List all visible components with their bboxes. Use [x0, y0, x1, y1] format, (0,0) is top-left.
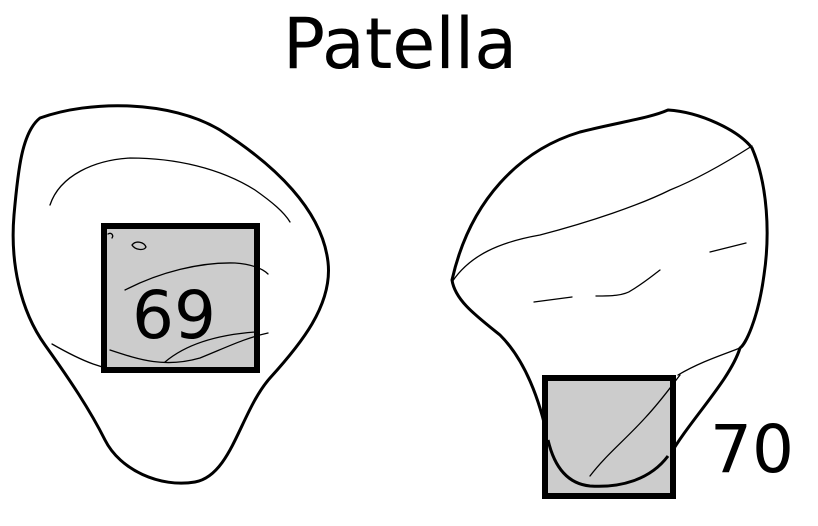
patella-right-view: 70 — [450, 108, 794, 499]
region-70-label: 70 — [710, 411, 794, 488]
patella-right-dash-2 — [595, 269, 661, 297]
region-69-contour-a — [124, 262, 269, 291]
region-69-small-loop — [131, 241, 147, 251]
patella-right-ridge-upper — [451, 145, 753, 283]
patella-left-view: 69 — [11, 104, 330, 485]
patella-right-dash-3 — [709, 242, 747, 253]
patella-right-ridge-lower — [677, 347, 741, 376]
region-69-contour-c — [164, 331, 256, 363]
region-69-label: 69 — [132, 277, 216, 354]
region-69-contour-b — [109, 332, 269, 364]
region-70-contour — [589, 374, 681, 477]
region-69-box — [101, 223, 260, 373]
patella-right-dash-1 — [533, 296, 573, 303]
patella-left-ridge-upper — [49, 157, 291, 223]
region-69-tiny-mark — [107, 232, 114, 239]
region-70-base-edge — [546, 439, 670, 488]
region-70-box — [542, 375, 676, 499]
diagram-title: Patella — [283, 3, 517, 85]
